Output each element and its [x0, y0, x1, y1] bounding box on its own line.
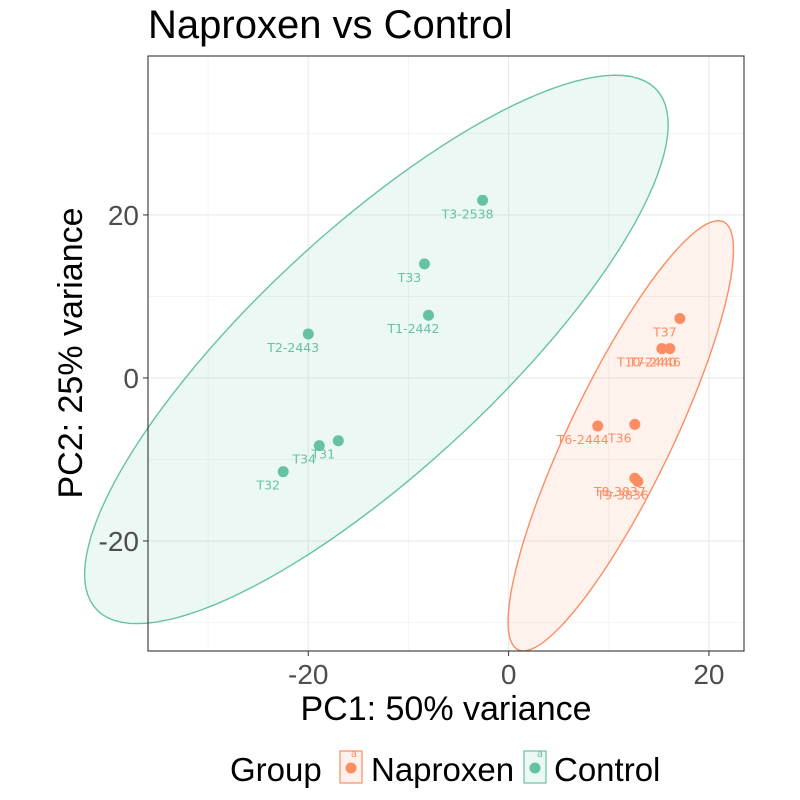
point-label-t34: T34	[292, 452, 317, 467]
chart-title: Naproxen vs Control	[148, 3, 513, 47]
legend-title: Group	[230, 751, 322, 788]
x-tick-label: -20	[288, 659, 328, 690]
plot-panel-border	[147, 55, 745, 652]
point-t33	[418, 258, 430, 270]
point-t7-2446	[664, 343, 676, 355]
ellipse-control	[83, 74, 669, 625]
legend: Group a Naproxen a Control	[230, 749, 660, 788]
point-label-t31: T31	[311, 447, 336, 462]
point-label-t6-2444: T6-2444	[556, 432, 609, 447]
ellipse-naproxen	[507, 219, 735, 652]
legend-key-glyph-naproxen: a	[351, 749, 357, 760]
confidence-ellipses	[83, 74, 735, 652]
point-t34	[313, 440, 325, 452]
data-points	[277, 194, 686, 487]
point-t2-2443	[302, 328, 314, 340]
legend-key-naproxen: a	[339, 749, 363, 784]
point-label-t1-2442: T1-2442	[387, 321, 440, 336]
point-t31	[332, 435, 344, 447]
grid	[148, 56, 744, 651]
legend-label-naproxen: Naproxen	[371, 751, 514, 788]
point-t10-2440	[656, 343, 668, 355]
point-t32	[277, 466, 289, 478]
x-tick-label: 0	[501, 659, 517, 690]
x-axis-ticks: -20 0 20	[288, 651, 725, 690]
point-label-t37: T37	[652, 324, 677, 339]
point-label-t7-2446: T7-2446	[628, 355, 681, 370]
point-t6-2444	[592, 420, 604, 432]
point-label-t3-2538: T3-2538	[441, 206, 494, 221]
point-label-t33: T33	[397, 270, 422, 285]
point-label-t10-2440: T10-2440	[616, 355, 677, 370]
point-label-t9-3836: T9-3836	[596, 487, 649, 502]
y-tick-label: 0	[123, 363, 139, 394]
y-tick-label: -20	[99, 526, 139, 557]
x-tick-label: 20	[693, 659, 724, 690]
x-axis-title: PC1: 50% variance	[300, 690, 591, 728]
legend-key-glyph-control: a	[537, 749, 543, 760]
y-axis-title: PC2: 25% variance	[52, 207, 90, 498]
point-label-t8-3837: T8-3837	[593, 484, 646, 499]
y-tick-label: 20	[108, 200, 139, 231]
point-t36	[629, 418, 641, 430]
legend-key-control: a	[523, 749, 547, 784]
point-t37	[674, 312, 686, 324]
y-axis-ticks: -20 0 20	[99, 200, 148, 557]
legend-label-control: Control	[554, 751, 660, 788]
point-label-t2-2443: T2-2443	[266, 340, 319, 355]
point-t9-3836	[632, 475, 644, 487]
point-t3-2538	[477, 194, 489, 206]
point-t1-2442	[422, 309, 434, 321]
point-label-t32: T32	[255, 478, 280, 493]
point-label-t36: T36	[607, 430, 632, 445]
